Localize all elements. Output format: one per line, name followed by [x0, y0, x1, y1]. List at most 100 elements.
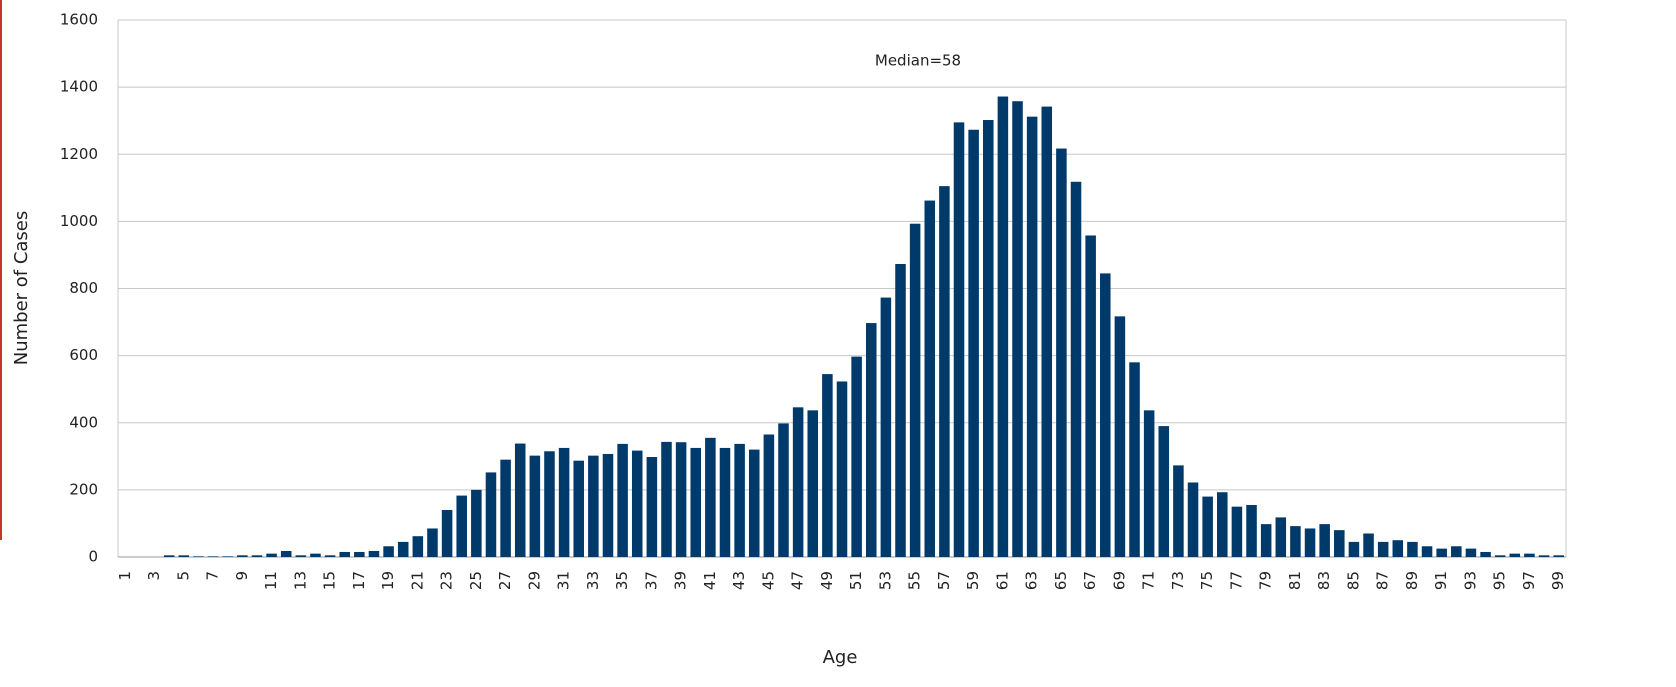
x-tick-label: 11	[262, 571, 280, 590]
x-tick-label: 53	[876, 571, 894, 590]
bar	[1114, 316, 1126, 557]
bar	[836, 381, 848, 557]
bar	[178, 555, 190, 557]
bar	[734, 443, 745, 557]
bar	[266, 553, 277, 557]
bar	[280, 550, 292, 557]
x-axis-title: Age	[823, 647, 858, 668]
x-tick-label: 97	[1520, 571, 1538, 590]
bar	[1056, 148, 1067, 557]
x-tick-label: 81	[1286, 571, 1304, 590]
bar	[763, 434, 775, 557]
bar	[163, 555, 175, 557]
bar	[558, 447, 570, 557]
bar	[939, 186, 950, 557]
x-tick-label: 63	[1023, 571, 1041, 590]
bar	[1158, 426, 1170, 557]
bar	[397, 541, 409, 557]
bar	[412, 536, 424, 557]
bar	[295, 555, 307, 557]
bar	[617, 443, 628, 557]
bar	[1451, 546, 1462, 557]
x-tick-label: 13	[291, 571, 309, 590]
x-tick-label: 67	[1081, 571, 1099, 590]
y-tick-label: 800	[69, 279, 98, 297]
bar	[324, 555, 336, 557]
x-tick-label: 49	[818, 571, 836, 590]
x-tick-label: 21	[408, 571, 426, 590]
x-tick-label: 47	[789, 571, 807, 590]
bar	[982, 120, 994, 558]
bar	[251, 555, 263, 557]
bar	[1377, 541, 1389, 557]
bar	[1231, 506, 1243, 557]
bar	[1421, 546, 1433, 557]
x-tick-label: 41	[701, 571, 719, 590]
bar	[1012, 101, 1023, 557]
x-tick-label: 9	[233, 571, 251, 581]
bar	[631, 450, 643, 557]
y-tick-label: 1600	[60, 11, 98, 29]
x-tick-label: 95	[1491, 571, 1509, 590]
y-tick-label: 1400	[60, 78, 98, 96]
bar	[953, 122, 965, 557]
x-tick-label: 59	[964, 571, 982, 590]
bar	[822, 374, 833, 557]
bar	[1334, 530, 1345, 557]
bar	[1041, 106, 1053, 557]
x-tick-label: 99	[1549, 571, 1567, 590]
x-tick-label: 89	[1403, 571, 1421, 590]
x-tick-label: 43	[730, 571, 748, 590]
bar	[895, 263, 906, 557]
y-tick-label: 600	[69, 346, 98, 364]
x-tick-label: 37	[642, 571, 660, 590]
bar	[514, 443, 526, 557]
x-tick-label: 23	[438, 571, 456, 590]
x-tick-label: 17	[350, 571, 368, 590]
bar	[748, 449, 760, 557]
bar	[1524, 553, 1535, 557]
bar	[1260, 524, 1272, 557]
bar	[427, 528, 438, 557]
bar	[719, 447, 731, 557]
bar	[1553, 555, 1564, 557]
x-tick-label: 45	[759, 571, 777, 590]
bar	[1100, 273, 1111, 557]
bar	[1392, 540, 1404, 557]
y-tick-label: 400	[69, 413, 98, 431]
y-tick-label: 200	[69, 480, 98, 498]
bar	[1538, 555, 1550, 557]
x-tick-label: 33	[584, 571, 602, 590]
bar	[1143, 410, 1155, 557]
bar	[1290, 526, 1301, 557]
bar	[661, 441, 672, 557]
bar	[880, 297, 892, 557]
bar	[456, 495, 467, 557]
x-tick-label: 31	[555, 571, 573, 590]
x-tick-label: 55	[906, 571, 924, 590]
bar	[646, 456, 658, 557]
x-tick-label: 51	[847, 571, 865, 590]
bar	[1202, 496, 1213, 557]
bar	[865, 323, 877, 557]
bar	[383, 546, 394, 557]
x-tick-label: 27	[496, 571, 514, 590]
bar	[588, 455, 599, 557]
bar	[705, 437, 716, 557]
bar	[1509, 553, 1521, 557]
bar	[339, 551, 350, 557]
bar	[1436, 548, 1447, 557]
bar	[675, 442, 687, 557]
x-tick-label: 77	[1227, 571, 1245, 590]
x-tick-label: 19	[379, 571, 397, 590]
bar	[602, 453, 614, 557]
x-tick-label: 61	[993, 571, 1011, 590]
bar	[441, 510, 453, 557]
bar	[1465, 548, 1477, 557]
bar	[778, 423, 789, 557]
bar	[222, 556, 233, 557]
x-tick-label: 91	[1432, 571, 1450, 590]
bar	[237, 555, 248, 557]
bar	[1173, 465, 1184, 557]
